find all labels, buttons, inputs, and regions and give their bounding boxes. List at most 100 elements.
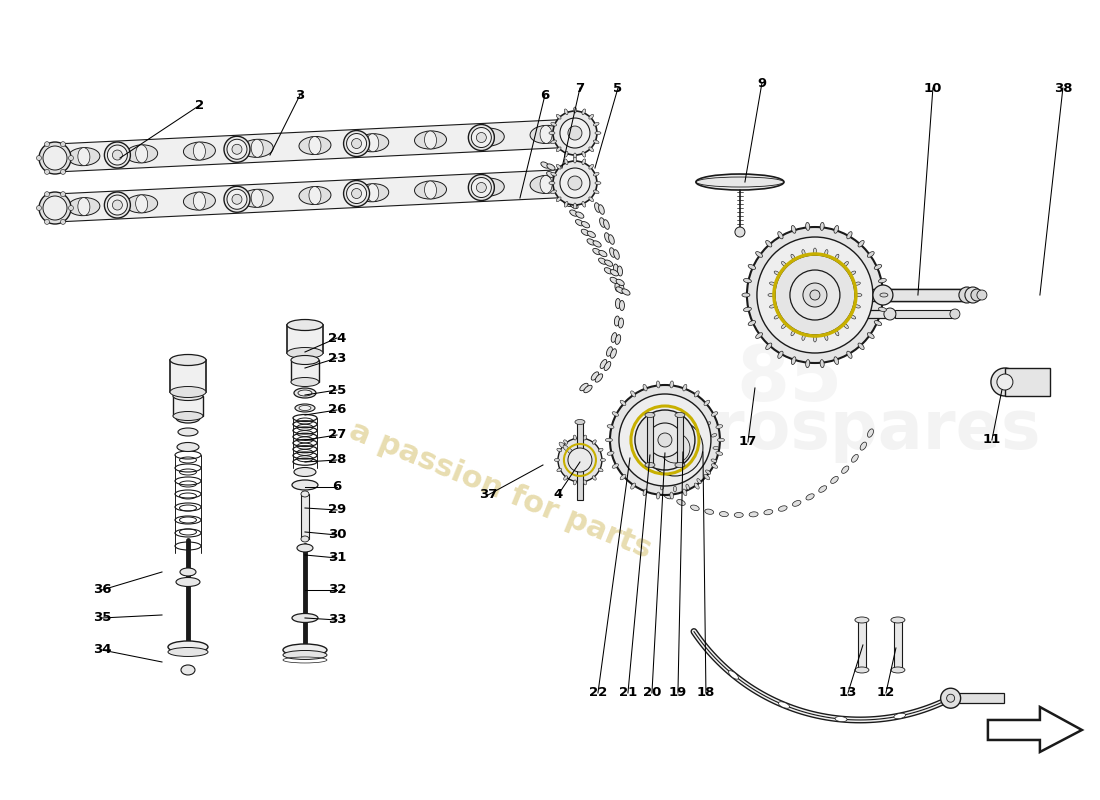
Circle shape — [884, 308, 895, 320]
Ellipse shape — [774, 271, 780, 275]
Ellipse shape — [640, 475, 648, 482]
Text: 34: 34 — [92, 643, 111, 657]
Ellipse shape — [874, 265, 882, 270]
Ellipse shape — [779, 702, 790, 708]
Ellipse shape — [241, 190, 273, 207]
Ellipse shape — [587, 239, 595, 245]
Bar — [894, 620, 902, 670]
Bar — [173, 396, 204, 416]
Ellipse shape — [552, 181, 561, 187]
Bar — [292, 360, 319, 382]
Ellipse shape — [598, 250, 607, 257]
Ellipse shape — [825, 250, 828, 255]
Ellipse shape — [563, 440, 568, 444]
Ellipse shape — [778, 232, 783, 239]
Ellipse shape — [595, 131, 601, 134]
Text: a passion for parts: a passion for parts — [344, 416, 656, 564]
Ellipse shape — [224, 186, 250, 212]
Ellipse shape — [571, 451, 576, 457]
Circle shape — [553, 161, 597, 205]
Ellipse shape — [593, 122, 600, 126]
Ellipse shape — [676, 499, 685, 506]
Ellipse shape — [619, 301, 625, 310]
Circle shape — [648, 423, 682, 457]
Ellipse shape — [612, 333, 617, 342]
Ellipse shape — [644, 489, 647, 496]
Ellipse shape — [582, 109, 585, 114]
Circle shape — [658, 433, 672, 447]
Text: 22: 22 — [588, 686, 607, 699]
Ellipse shape — [346, 183, 366, 203]
Ellipse shape — [60, 142, 66, 146]
Ellipse shape — [352, 138, 362, 149]
Ellipse shape — [573, 480, 576, 485]
Ellipse shape — [661, 406, 664, 412]
Ellipse shape — [482, 178, 494, 196]
Ellipse shape — [675, 462, 685, 467]
Ellipse shape — [813, 248, 816, 254]
Text: 32: 32 — [328, 583, 346, 597]
Ellipse shape — [748, 321, 756, 326]
Ellipse shape — [135, 145, 147, 163]
Ellipse shape — [309, 186, 321, 205]
Ellipse shape — [356, 134, 388, 152]
Ellipse shape — [609, 248, 615, 258]
Polygon shape — [54, 119, 575, 172]
Ellipse shape — [774, 315, 780, 319]
Ellipse shape — [748, 265, 756, 270]
Ellipse shape — [104, 192, 131, 218]
Ellipse shape — [39, 142, 72, 174]
Ellipse shape — [620, 400, 626, 406]
Ellipse shape — [232, 144, 242, 154]
Ellipse shape — [615, 334, 620, 344]
Circle shape — [568, 448, 592, 472]
Ellipse shape — [683, 489, 686, 496]
Ellipse shape — [573, 435, 576, 440]
Ellipse shape — [592, 476, 596, 480]
Ellipse shape — [818, 486, 827, 492]
Ellipse shape — [564, 202, 568, 207]
Ellipse shape — [301, 491, 309, 497]
Ellipse shape — [44, 219, 50, 224]
Ellipse shape — [835, 330, 839, 336]
Text: 19: 19 — [669, 686, 688, 699]
Ellipse shape — [629, 464, 637, 472]
Ellipse shape — [744, 307, 751, 311]
Text: 37: 37 — [478, 489, 497, 502]
Ellipse shape — [601, 458, 605, 462]
Ellipse shape — [292, 614, 318, 622]
Ellipse shape — [366, 184, 378, 202]
Ellipse shape — [104, 142, 131, 168]
Ellipse shape — [292, 355, 319, 365]
Ellipse shape — [108, 195, 128, 215]
Text: 10: 10 — [924, 82, 942, 94]
Ellipse shape — [112, 200, 122, 210]
Circle shape — [991, 368, 1019, 396]
Ellipse shape — [582, 222, 590, 228]
Ellipse shape — [605, 260, 613, 266]
Ellipse shape — [425, 181, 437, 199]
Ellipse shape — [68, 148, 100, 166]
Ellipse shape — [670, 492, 673, 499]
Ellipse shape — [704, 474, 710, 480]
Ellipse shape — [691, 505, 700, 510]
Ellipse shape — [298, 390, 312, 396]
Ellipse shape — [194, 142, 206, 160]
Ellipse shape — [573, 153, 576, 159]
Ellipse shape — [580, 383, 588, 390]
Ellipse shape — [634, 459, 639, 462]
Ellipse shape — [469, 125, 494, 150]
Bar — [301, 494, 309, 539]
Circle shape — [757, 237, 873, 353]
Ellipse shape — [559, 183, 566, 190]
Circle shape — [560, 168, 590, 198]
Ellipse shape — [879, 278, 887, 282]
Ellipse shape — [582, 151, 585, 157]
Text: 4: 4 — [553, 489, 562, 502]
Ellipse shape — [547, 171, 554, 178]
Ellipse shape — [675, 413, 685, 418]
Ellipse shape — [631, 446, 637, 450]
Ellipse shape — [791, 330, 795, 336]
Ellipse shape — [770, 282, 776, 286]
Ellipse shape — [711, 459, 717, 462]
